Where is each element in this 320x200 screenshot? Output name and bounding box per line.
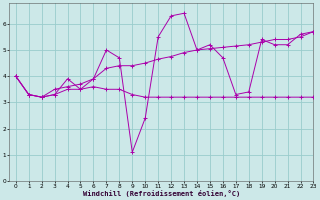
X-axis label: Windchill (Refroidissement éolien,°C): Windchill (Refroidissement éolien,°C) <box>83 190 240 197</box>
